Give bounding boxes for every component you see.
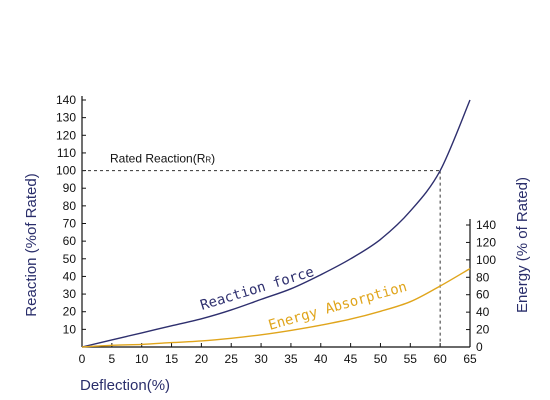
right-axis-title: Energy (% of Rated) <box>514 177 531 313</box>
left-tick-label: 30 <box>63 287 77 301</box>
left-tick-label: 130 <box>56 111 76 125</box>
x-tick-label: 15 <box>165 352 179 366</box>
left-tick-label: 60 <box>63 234 77 248</box>
reaction-force-curve-label: Reaction force <box>198 264 316 314</box>
energy-absorption-line <box>81 267 471 348</box>
x-tick-label: 20 <box>195 352 209 366</box>
x-tick-label: 25 <box>225 352 239 366</box>
x-tick-label: 45 <box>344 352 358 366</box>
x-tick-label: 60 <box>433 352 447 366</box>
right-tick-label: 100 <box>476 253 496 267</box>
x-axis-ticks: 0 5 10 15 20 25 30 35 40 45 50 55 60 65 <box>79 343 477 366</box>
left-tick-label: 80 <box>63 199 77 213</box>
reaction-force-line <box>81 99 471 348</box>
x-tick-label: 30 <box>254 352 268 366</box>
right-tick-label: 20 <box>476 323 490 337</box>
series-group <box>81 99 471 348</box>
x-axis-title: Deflection(%) <box>80 377 170 394</box>
right-tick-label: 0 <box>476 340 483 354</box>
right-tick-label: 80 <box>476 270 490 284</box>
right-tick-label: 120 <box>476 235 496 249</box>
rated-reaction-label: Rated Reaction(RR) <box>110 152 215 166</box>
left-tick-label: 40 <box>63 269 77 283</box>
left-tick-label: 110 <box>57 146 76 160</box>
x-tick-label: 65 <box>463 352 477 366</box>
right-tick-label: 40 <box>476 305 490 319</box>
plot-frame <box>81 96 471 348</box>
left-tick-label: 20 <box>63 305 77 319</box>
left-axis-title: Reaction (%of Rated) <box>23 173 40 316</box>
left-tick-label: 140 <box>56 93 76 107</box>
x-tick-label: 55 <box>404 352 418 366</box>
rated-reaction-guide: Rated Reaction(RR) <box>82 152 441 347</box>
right-tick-label: 60 <box>476 288 490 302</box>
x-tick-label: 35 <box>284 352 298 366</box>
left-axis-ticks: 10 20 30 40 50 60 70 80 90 100 110 120 130 140 <box>56 93 86 336</box>
right-tick-label: 140 <box>476 218 496 232</box>
x-tick-label: 0 <box>79 352 86 366</box>
x-tick-label: 50 <box>374 352 388 366</box>
right-axis-ticks: 0 20 40 60 80 100 120 140 <box>466 218 496 354</box>
x-tick-label: 10 <box>135 352 149 366</box>
left-tick-label: 100 <box>56 164 76 178</box>
x-tick-label: 5 <box>109 352 116 366</box>
left-tick-label: 90 <box>63 181 77 195</box>
x-tick-label: 40 <box>314 352 328 366</box>
left-tick-label: 120 <box>56 128 76 142</box>
left-tick-label: 70 <box>63 217 77 231</box>
left-tick-label: 10 <box>63 322 77 336</box>
left-tick-label: 50 <box>63 252 77 266</box>
